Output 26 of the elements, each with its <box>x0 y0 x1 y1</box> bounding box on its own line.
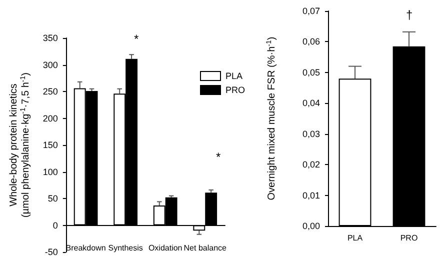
y-tick-label: 150 <box>42 140 58 150</box>
legend-label: PRO <box>225 85 246 95</box>
y-tick-label: 0,06 <box>302 36 320 47</box>
y-tick-label: 200 <box>42 113 58 124</box>
y-tick-label: 300 <box>42 60 58 70</box>
x-tick-label: Net balance <box>184 244 228 252</box>
annotation: * <box>134 32 139 46</box>
annotation: * <box>216 150 221 164</box>
y-tick-label: 0,04 <box>302 98 320 108</box>
x-tick-label: Synthesis <box>108 244 143 252</box>
x-tick-label: Oxidation <box>148 244 182 252</box>
y-tick-label: 350 <box>42 33 58 43</box>
y-tick-label: 250 <box>42 86 58 96</box>
y-tick-label: 0,07 <box>302 6 320 16</box>
y-tick-label: 0,05 <box>302 67 320 78</box>
y-tick-label: 0,00 <box>302 221 320 231</box>
y-tick-label: -50 <box>44 247 58 257</box>
y-tick-label: 0,02 <box>302 160 320 170</box>
y-tick-label: 0,01 <box>302 190 320 200</box>
legend-label: PLA <box>225 71 243 81</box>
annotation: † <box>406 8 413 22</box>
y-tick-label: 100 <box>42 166 58 177</box>
y-tick-label: 0 <box>52 220 58 230</box>
y-tick-label: 0,03 <box>302 128 320 139</box>
y-tick-label: 50 <box>48 194 58 204</box>
x-tick-label: Breakdown <box>66 244 106 252</box>
